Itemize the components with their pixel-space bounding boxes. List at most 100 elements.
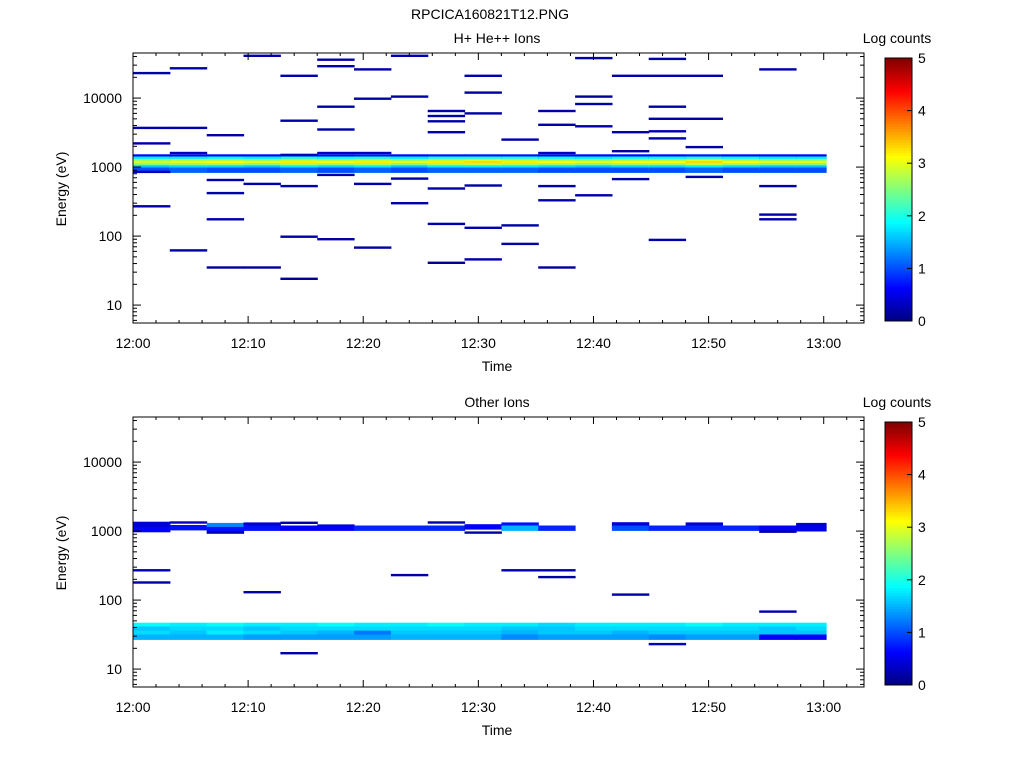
heatmap-cell [464, 91, 502, 94]
heatmap-cell [611, 634, 650, 640]
colorbar-strip [885, 139, 912, 143]
colorbar-strip [885, 648, 912, 652]
heatmap-cell [722, 167, 760, 173]
colorbar-strip [885, 642, 912, 647]
colorbar-strip [885, 147, 912, 151]
x-tick-label: 12:00 [115, 699, 150, 715]
colorbar-strip [885, 160, 912, 164]
colorbar-tick-label: 0 [918, 677, 926, 693]
colorbar-label: Log counts [863, 394, 932, 410]
colorbar-strip [885, 511, 912, 515]
colorbar-strip [885, 600, 912, 604]
heatmap-cell [169, 249, 208, 252]
colorbar-strip [885, 63, 912, 67]
colorbar-strip [885, 556, 912, 560]
heatmap-cell [206, 218, 245, 221]
colorbar-strip [885, 173, 912, 177]
colorbar-strip [885, 553, 912, 557]
colorbar-strip [885, 624, 912, 628]
heatmap-cell [538, 109, 576, 113]
colorbar-strip [885, 58, 912, 62]
x-tick-label: 13:00 [806, 335, 841, 351]
heatmap-cell [685, 175, 723, 179]
colorbar-strip [885, 595, 912, 599]
colorbar-strip [885, 305, 912, 309]
colorbar-strip [885, 440, 912, 444]
heatmap-cell [575, 630, 613, 636]
colorbar-strip [885, 619, 912, 623]
heatmap-cell [206, 531, 245, 534]
colorbar-frame [884, 57, 913, 322]
colorbar-tick-label: 3 [918, 519, 926, 535]
heatmap-cell [759, 184, 797, 188]
colorbar-strip [885, 663, 912, 668]
colorbar-strip [885, 493, 912, 497]
colorbar-strip [885, 65, 912, 70]
heatmap-cell [501, 525, 539, 531]
heatmap-cell [280, 626, 318, 632]
colorbar-strip [885, 71, 912, 75]
heatmap-cell [390, 167, 429, 173]
colorbar-strip [885, 247, 912, 251]
colorbar-strip [885, 89, 912, 93]
heatmap-cell [390, 177, 429, 180]
colorbar-strip [885, 165, 912, 169]
heatmap-cell [611, 626, 650, 632]
colorbar-strip [885, 613, 912, 618]
heatmap-cell [538, 123, 576, 126]
colorbar-strip [885, 519, 912, 523]
colorbar-strip [885, 645, 912, 649]
heatmap-cell [317, 173, 355, 177]
heatmap-cell [685, 117, 723, 120]
colorbar-strip [885, 178, 912, 183]
colorbar-strip [885, 558, 912, 562]
colorbar-strip [885, 152, 912, 156]
x-axis-label: Time [482, 722, 513, 738]
heatmap-cell [427, 109, 466, 113]
x-tick-label: 12:50 [691, 335, 726, 351]
colorbar-strip [885, 168, 912, 172]
colorbar-strip [885, 616, 912, 620]
heatmap-cell [538, 167, 576, 173]
x-tick-label: 12:00 [115, 335, 150, 351]
heatmap-cell [685, 626, 723, 632]
heatmap-cell [317, 167, 355, 173]
colorbar-tick-label: 1 [918, 624, 926, 640]
colorbar-strip [885, 236, 912, 240]
colorbar-strip [885, 658, 912, 662]
colorbar-strip [885, 234, 912, 238]
colorbar-strip [885, 456, 912, 460]
colorbar-strip [885, 592, 912, 597]
colorbar-strip [885, 514, 912, 518]
heatmap-cell [501, 138, 539, 141]
heatmap-cell [243, 626, 281, 632]
heatmap-cell [759, 218, 797, 221]
heatmap-cell [464, 226, 502, 229]
colorbar-strip [885, 242, 912, 246]
heatmap-cell [354, 622, 392, 629]
heatmap-cell [685, 522, 723, 528]
colorbar-strip [885, 495, 912, 499]
colorbar-strip [885, 550, 912, 554]
heatmap-cell [243, 630, 281, 636]
x-tick-label: 13:00 [806, 699, 841, 715]
colorbar-strip [885, 587, 912, 591]
colorbar-strip [885, 532, 912, 536]
colorbar-strip [885, 464, 912, 468]
colorbar-strip [885, 521, 912, 526]
y-tick-label: 10000 [83, 90, 122, 106]
colorbar-strip [885, 535, 912, 539]
heatmap-cell [133, 622, 171, 629]
heatmap-cell [464, 626, 502, 632]
heatmap-cell [427, 167, 466, 173]
heatmap-cell [501, 630, 539, 636]
panel-title: H+ He++ Ions [454, 30, 541, 46]
colorbar-strip [885, 640, 912, 644]
colorbar-strip [885, 516, 912, 520]
heatmap-cell [133, 167, 171, 173]
colorbar-strip [885, 485, 912, 489]
heatmap-cell [464, 112, 502, 115]
heatmap-cell [796, 634, 827, 640]
heatmap-cell [427, 521, 466, 524]
heatmap-cell [317, 622, 355, 629]
